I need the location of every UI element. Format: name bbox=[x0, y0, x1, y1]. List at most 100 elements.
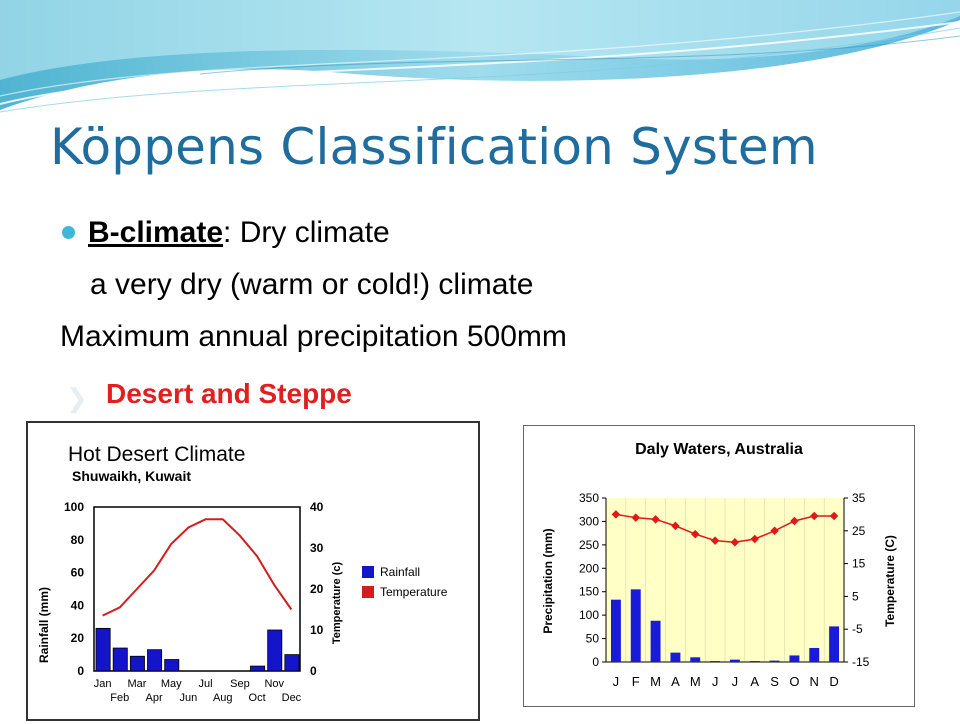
temperature-point bbox=[611, 510, 621, 519]
y2-tick-label: 25 bbox=[852, 524, 866, 538]
precipitation-bar bbox=[829, 626, 840, 662]
y2-axis-label: Temperature (c) bbox=[331, 562, 343, 645]
x-tick-label: M bbox=[650, 674, 661, 689]
y-tick-label: 150 bbox=[579, 585, 599, 599]
y2-tick-label: 15 bbox=[852, 557, 866, 571]
y-tick-label: 40 bbox=[71, 598, 85, 612]
x-tick-label: S bbox=[770, 674, 779, 689]
x-tick-label: Feb bbox=[110, 692, 129, 704]
x-tick-label: Sep bbox=[230, 678, 250, 690]
y2-tick-label: 35 bbox=[852, 491, 866, 505]
x-tick-label: Jul bbox=[199, 678, 213, 690]
daly-waters-chart-panel: Daly Waters, Australia 0 50 100 150 200 250 30… bbox=[523, 425, 915, 707]
y-tick-label: 300 bbox=[579, 514, 599, 528]
x-tick-label: Jan bbox=[94, 678, 112, 690]
x-tick-label: Mar bbox=[127, 678, 146, 690]
x-tick-label: F bbox=[632, 674, 640, 689]
desert-steppe-label: Desert and Steppe bbox=[106, 378, 352, 409]
precipitation-line: Maximum annual precipitation 500mm bbox=[60, 320, 567, 353]
slide-title: Köppens Classification System bbox=[50, 118, 818, 176]
x-tick-label: J bbox=[712, 674, 719, 689]
y-axis-label: Rainfall (mm) bbox=[37, 587, 51, 663]
y-tick-label: 0 bbox=[592, 655, 599, 669]
y-axis-label: Precipitation (mm) bbox=[541, 528, 555, 633]
chevron-icon: ❯ bbox=[66, 383, 88, 413]
x-tick-label: N bbox=[810, 674, 819, 689]
chart-title: Hot Desert Climate bbox=[68, 443, 245, 466]
description-line: a very dry (warm or cold!) climate bbox=[90, 268, 534, 301]
y2-tick-label: 0 bbox=[310, 664, 317, 678]
x-tick-label: D bbox=[829, 674, 838, 689]
rainfall-bar bbox=[129, 655, 145, 672]
temperature-point bbox=[710, 536, 720, 545]
rainfall-bar bbox=[164, 659, 180, 672]
y2-tick-label: -15 bbox=[852, 655, 870, 669]
bullet-keyword: B-climate bbox=[88, 216, 224, 249]
temperature-point bbox=[829, 511, 839, 521]
precipitation-bar bbox=[749, 661, 760, 662]
legend-label-temperature: Temperature bbox=[380, 585, 448, 599]
hot-desert-chart: Hot Desert Climate Shuwaikh, Kuwait 0 20 4… bbox=[37, 443, 448, 704]
x-tick-label: Oct bbox=[249, 692, 266, 704]
precipitation-bar bbox=[809, 647, 820, 662]
y-tick-label: 0 bbox=[77, 664, 84, 678]
rainfall-bar bbox=[250, 665, 266, 672]
y-tick-label: 60 bbox=[71, 566, 85, 580]
y-tick-label: 100 bbox=[579, 608, 599, 622]
x-tick-label: A bbox=[750, 674, 759, 689]
x-tick-label: J bbox=[613, 674, 620, 689]
rainfall-bar bbox=[112, 647, 128, 672]
y2-tick-label: 40 bbox=[310, 500, 324, 514]
x-tick-label: O bbox=[789, 674, 799, 689]
x-tick-label: May bbox=[161, 678, 182, 690]
x-tick-label: Aug bbox=[213, 692, 233, 704]
legend-label-rainfall: Rainfall bbox=[380, 565, 420, 579]
y-tick-label: 50 bbox=[586, 632, 600, 646]
temperature-point bbox=[790, 516, 799, 526]
bullet-icon bbox=[62, 226, 75, 239]
precipitation-bar bbox=[769, 660, 780, 662]
y-tick-label: 100 bbox=[64, 500, 84, 514]
precipitation-bar bbox=[670, 652, 681, 662]
x-tick-label: Nov bbox=[264, 678, 284, 690]
daly-waters-chart: Daly Waters, Australia 0 50 100 150 200 250 30… bbox=[541, 441, 897, 689]
chart-title: Daly Waters, Australia bbox=[635, 441, 803, 458]
bullet-line: B-climate: Dry climate bbox=[88, 216, 390, 250]
y2-axis-label: Temperature (C) bbox=[883, 535, 897, 627]
bullet-text: : Dry climate bbox=[223, 216, 390, 249]
chart-subtitle: Shuwaikh, Kuwait bbox=[72, 468, 191, 484]
x-tick-label: A bbox=[671, 674, 680, 689]
temperature-point bbox=[770, 526, 779, 536]
precipitation-bar bbox=[610, 599, 621, 662]
rainfall-bar bbox=[147, 649, 163, 672]
precipitation-bar bbox=[729, 659, 740, 662]
decorative-banner bbox=[0, 0, 960, 113]
precipitation-bar bbox=[710, 661, 721, 662]
precipitation-bar bbox=[789, 655, 800, 662]
y2-tick-label: -5 bbox=[852, 622, 863, 636]
plot-frame bbox=[93, 506, 301, 672]
y-tick-label: 250 bbox=[579, 538, 599, 552]
y-tick-label: 200 bbox=[579, 561, 599, 575]
y2-tick-label: 10 bbox=[310, 623, 324, 637]
rainfall-bar bbox=[267, 629, 283, 672]
hot-desert-chart-panel: Hot Desert Climate Shuwaikh, Kuwait 0 20 4… bbox=[26, 421, 480, 721]
rainfall-bar bbox=[95, 627, 111, 672]
temperature-point bbox=[730, 538, 740, 547]
precipitation-bar bbox=[630, 589, 641, 662]
legend-swatch-temperature bbox=[362, 586, 374, 598]
x-tick-label: Jun bbox=[180, 692, 198, 704]
y2-tick-label: 5 bbox=[852, 589, 859, 603]
precipitation-bar bbox=[650, 620, 661, 662]
x-tick-label: Apr bbox=[146, 692, 163, 704]
y2-tick-label: 20 bbox=[310, 582, 324, 596]
rainfall-bar bbox=[284, 654, 300, 672]
y-tick-label: 80 bbox=[71, 533, 85, 547]
y-tick-label: 350 bbox=[579, 491, 599, 505]
x-tick-label: J bbox=[732, 674, 739, 689]
precipitation-bar bbox=[690, 657, 701, 662]
x-tick-label: M bbox=[690, 674, 701, 689]
y2-tick-label: 30 bbox=[310, 541, 324, 555]
x-tick-label: Dec bbox=[282, 692, 302, 704]
temperature-line bbox=[102, 518, 293, 617]
